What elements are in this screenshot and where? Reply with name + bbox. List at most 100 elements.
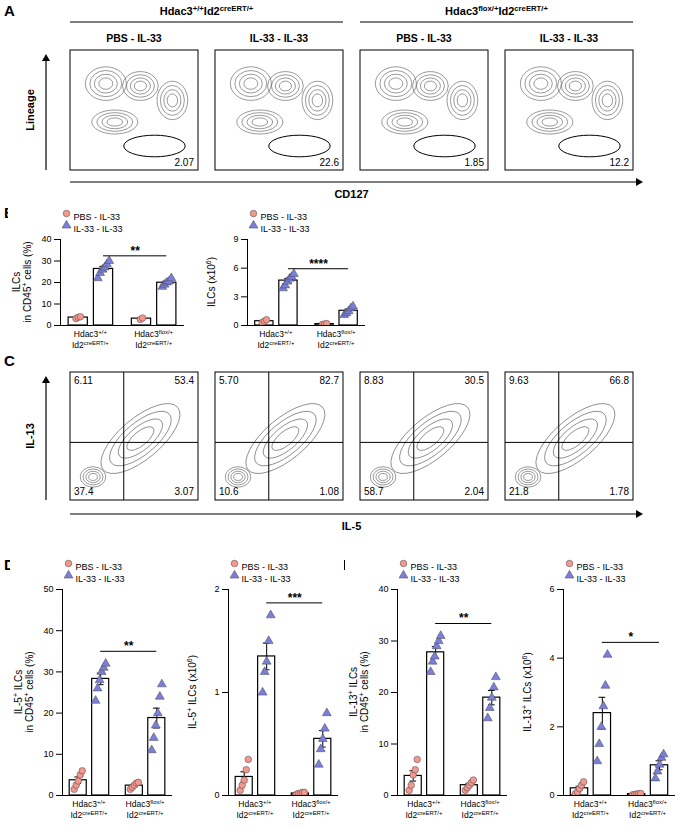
svg-text:PBS - IL-33: PBS - IL-33: [242, 562, 289, 572]
svg-text:Hdac3+/+: Hdac3+/+: [574, 799, 608, 809]
svg-text:IL-33 - IL-33: IL-33 - IL-33: [242, 574, 291, 584]
svg-text:Id2creERT/+: Id2creERT/+: [70, 810, 107, 820]
svg-text:8.83: 8.83: [364, 375, 384, 386]
svg-text:Id2creERT/+: Id2creERT/+: [629, 810, 666, 820]
svg-text:10.6: 10.6: [219, 486, 239, 497]
svg-text:30.5: 30.5: [465, 375, 485, 386]
svg-text:53.4: 53.4: [175, 375, 195, 386]
svg-text:***: ***: [288, 591, 302, 605]
svg-text:A: A: [4, 2, 15, 19]
svg-text:58.7: 58.7: [364, 486, 384, 497]
svg-text:ILCs (x106): ILCs (x106): [205, 257, 217, 307]
svg-text:2.04: 2.04: [465, 486, 485, 497]
svg-text:2: 2: [214, 584, 219, 594]
svg-text:Hdac3+/+: Hdac3+/+: [74, 329, 108, 339]
svg-text:20: 20: [43, 708, 53, 718]
svg-text:IL-13+ ILCs (x106): IL-13+ ILCs (x106): [521, 652, 533, 732]
svg-text:40: 40: [43, 626, 53, 636]
svg-text:*: *: [629, 630, 634, 644]
svg-text:PBS - IL-33: PBS - IL-33: [106, 32, 162, 44]
svg-text:0: 0: [549, 790, 554, 800]
svg-text:Lineage: Lineage: [24, 89, 36, 131]
svg-text:****: ****: [309, 257, 328, 271]
svg-text:66.8: 66.8: [610, 375, 630, 386]
svg-text:PBS - IL-33: PBS - IL-33: [396, 32, 452, 44]
svg-text:IL-33 - IL-33: IL-33 - IL-33: [577, 574, 626, 584]
svg-text:PBS - IL-33: PBS - IL-33: [76, 562, 123, 572]
svg-text:**: **: [124, 639, 134, 653]
svg-text:0: 0: [233, 320, 238, 330]
svg-text:Id2creERT/+: Id2creERT/+: [236, 810, 273, 820]
svg-text:2.07: 2.07: [175, 157, 195, 168]
svg-text:30: 30: [378, 636, 388, 646]
svg-text:IL-33 - IL-33: IL-33 - IL-33: [261, 224, 310, 234]
svg-text:**: **: [130, 244, 140, 258]
svg-text:9: 9: [233, 234, 238, 244]
svg-text:IL-33 - IL-33: IL-33 - IL-33: [74, 224, 123, 234]
svg-text:Id2creERT/+: Id2creERT/+: [462, 810, 499, 820]
svg-text:PBS - IL-33: PBS - IL-33: [74, 212, 121, 222]
svg-text:30: 30: [43, 667, 53, 677]
svg-text:1.08: 1.08: [320, 486, 340, 497]
svg-text:0: 0: [48, 790, 53, 800]
svg-text:Id2creERT/+: Id2creERT/+: [405, 810, 442, 820]
svg-text:20: 20: [378, 687, 388, 697]
svg-text:10: 10: [43, 749, 53, 759]
svg-text:Id2creERT/+: Id2creERT/+: [572, 810, 609, 820]
svg-text:CD127: CD127: [334, 188, 368, 200]
svg-text:Hdac3flox/+: Hdac3flox/+: [317, 329, 356, 339]
svg-text:Hdac3+/+: Hdac3+/+: [72, 799, 106, 809]
svg-text:82.7: 82.7: [320, 375, 340, 386]
svg-text:Hdac3flox/+: Hdac3flox/+: [461, 799, 500, 809]
svg-text:in CD45+ cells (%): in CD45+ cells (%): [23, 651, 35, 732]
svg-text:21.8: 21.8: [509, 486, 529, 497]
svg-text:IL-5+ ILCs (x106): IL-5+ ILCs (x106): [186, 655, 198, 729]
svg-text:30: 30: [41, 256, 51, 266]
svg-text:**: **: [459, 611, 469, 625]
svg-text:Id2creERT/+: Id2creERT/+: [72, 340, 109, 350]
svg-text:Id2creERT/+: Id2creERT/+: [135, 340, 172, 350]
svg-text:IL-13+ ILCs: IL-13+ ILCs: [347, 667, 359, 717]
svg-text:6.11: 6.11: [74, 375, 93, 386]
svg-text:PBS - IL-33: PBS - IL-33: [577, 562, 624, 572]
svg-text:Id2creERT/+: Id2creERT/+: [318, 340, 355, 350]
svg-text:in CD45+ cells (%): in CD45+ cells (%): [21, 241, 33, 322]
svg-text:in CD45+ cells (%): in CD45+ cells (%): [358, 651, 370, 732]
svg-text:Id2creERT/+: Id2creERT/+: [293, 810, 330, 820]
svg-text:IL-33 - IL-33: IL-33 - IL-33: [540, 32, 599, 44]
svg-text:12.2: 12.2: [610, 157, 630, 168]
svg-text:22.6: 22.6: [320, 157, 340, 168]
svg-text:1.85: 1.85: [465, 157, 485, 168]
svg-text:3: 3: [233, 292, 238, 302]
svg-text:IL-33 - IL-33: IL-33 - IL-33: [250, 32, 309, 44]
svg-text:Id2creERT/+: Id2creERT/+: [257, 340, 294, 350]
svg-text:1.78: 1.78: [610, 486, 630, 497]
svg-text:37.4: 37.4: [74, 486, 94, 497]
svg-text:Id2creERT/+: Id2creERT/+: [127, 810, 164, 820]
svg-text:10: 10: [378, 739, 388, 749]
svg-text:2: 2: [549, 722, 554, 732]
svg-text:Hdac3+/+: Hdac3+/+: [407, 799, 441, 809]
svg-text:40: 40: [41, 234, 51, 244]
svg-text:IL-13: IL-13: [24, 423, 36, 449]
svg-text:1: 1: [214, 687, 219, 697]
svg-text:0: 0: [46, 320, 51, 330]
svg-text:0: 0: [214, 790, 219, 800]
svg-text:50: 50: [43, 584, 53, 594]
svg-text:20: 20: [41, 277, 51, 287]
svg-text:Hdac3flox/+: Hdac3flox/+: [628, 799, 667, 809]
svg-text:Hdac3flox/+: Hdac3flox/+: [126, 799, 165, 809]
svg-text:9.63: 9.63: [509, 375, 529, 386]
svg-text:Hdac3flox/+: Hdac3flox/+: [134, 329, 173, 339]
svg-text:IL-33 - IL-33: IL-33 - IL-33: [76, 574, 125, 584]
svg-text:PBS - IL-33: PBS - IL-33: [411, 562, 458, 572]
svg-text:Hdac3flox/+: Hdac3flox/+: [292, 799, 331, 809]
svg-text:40: 40: [378, 584, 388, 594]
svg-text:Hdac3+/+: Hdac3+/+: [259, 329, 293, 339]
svg-text:5.70: 5.70: [219, 375, 239, 386]
svg-text:6: 6: [549, 584, 554, 594]
svg-text:IL-5+ ILCs: IL-5+ ILCs: [12, 670, 24, 715]
svg-text:ILCs: ILCs: [11, 272, 22, 293]
svg-text:IL-33 - IL-33: IL-33 - IL-33: [411, 574, 460, 584]
svg-text:4: 4: [549, 653, 554, 663]
